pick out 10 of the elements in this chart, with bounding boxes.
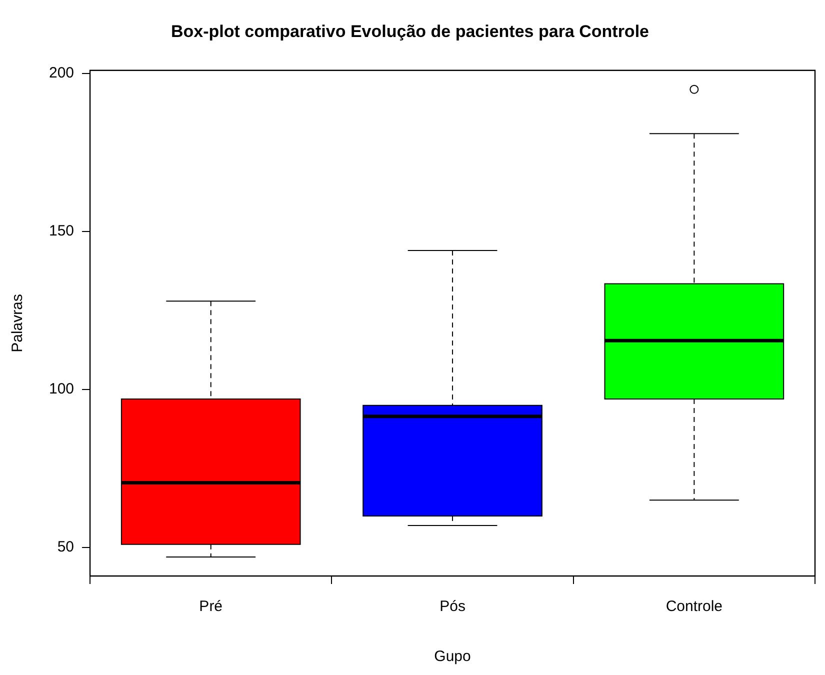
x-tick-label: Pós: [440, 598, 466, 616]
chart-title: Box-plot comparativo Evolução de pacientes para Controle: [171, 22, 649, 41]
x-tick-label: Controle: [666, 598, 723, 616]
y-tick-label: 200: [48, 64, 74, 82]
x-axis-title: Gupo: [434, 648, 471, 666]
y-axis-title: Palavras: [9, 294, 26, 352]
y-tick-label: 100: [48, 380, 74, 398]
y-tick-label: 50: [57, 538, 74, 556]
x-tick-label: Pré: [199, 598, 223, 616]
y-tick-label: 150: [48, 222, 74, 240]
